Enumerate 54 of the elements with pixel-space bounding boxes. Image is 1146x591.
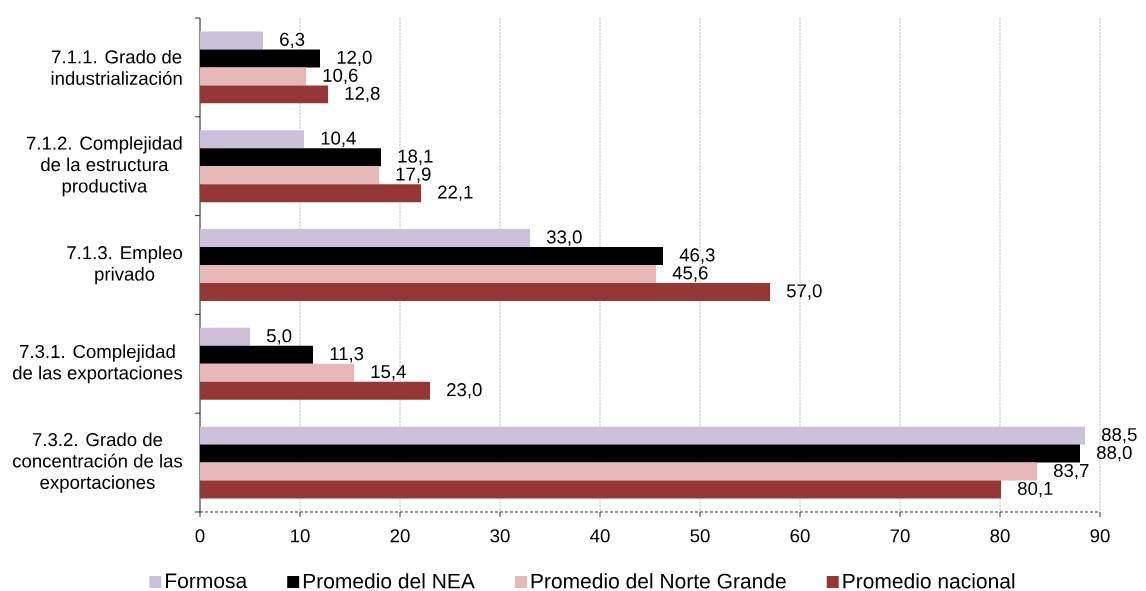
data-label: 17,9 — [396, 167, 431, 183]
data-label: 10,6 — [323, 68, 358, 85]
data-label: 15,4 — [371, 365, 406, 381]
legend-label: Promedio del NEA — [303, 573, 475, 589]
data-label: 88,5 — [1102, 427, 1137, 444]
bar — [200, 381, 431, 400]
legend-label: Formosa — [166, 573, 248, 589]
bar — [200, 327, 251, 346]
legend-label: Promedio del Norte Grande — [531, 573, 786, 589]
y-tick-label: 7.3.2. Grado de concentración de las exportaciones — [12, 432, 183, 493]
y-tick-label: 7.1.2. Complejidad de la estructura productiva — [26, 136, 182, 197]
data-label: 23,0 — [447, 383, 482, 399]
x-tick-label: 80 — [990, 529, 1010, 543]
x-tick-label: 10 — [291, 529, 310, 543]
bar — [200, 130, 305, 149]
data-label: 46,3 — [679, 248, 715, 264]
data-label: 5,0 — [266, 329, 292, 345]
bar — [200, 265, 656, 283]
bar — [200, 480, 1001, 499]
data-label: 80,1 — [1018, 481, 1053, 498]
data-label: 12,0 — [337, 50, 372, 67]
data-label: 6,3 — [280, 32, 305, 49]
data-label: 10,4 — [321, 131, 356, 147]
bar — [200, 363, 355, 382]
y-tick-label: 7.3.1. Complejidad de las exportaciones — [12, 344, 183, 384]
data-label: 83,7 — [1054, 463, 1089, 480]
y-tick-label: 7.1.3. Empleo privado — [67, 245, 183, 285]
x-tick-label: 20 — [390, 529, 410, 543]
bar — [200, 166, 380, 185]
bar — [200, 229, 530, 248]
bar — [200, 85, 329, 104]
data-label: 33,0 — [546, 230, 582, 246]
x-tick-label: 50 — [690, 529, 710, 543]
y-tick-label: 7.1.1. Grado de industrialización — [51, 49, 182, 85]
x-tick-label: 30 — [490, 529, 510, 543]
x-tick-label: 70 — [890, 529, 910, 543]
data-label: 18,1 — [398, 149, 433, 165]
x-tick-label: 60 — [790, 529, 810, 543]
data-label: 12,8 — [345, 86, 380, 103]
data-label: 88,0 — [1097, 445, 1132, 462]
data-label: 22,1 — [438, 185, 473, 201]
data-label: 57,0 — [786, 284, 822, 300]
bar — [200, 184, 422, 203]
bar — [200, 426, 1085, 445]
bar — [200, 282, 770, 301]
bar — [200, 67, 307, 86]
bar — [200, 31, 264, 50]
bar — [200, 462, 1037, 481]
data-label: 11,3 — [330, 347, 364, 363]
x-tick-label: 90 — [1090, 529, 1110, 543]
legend-label: Promedio nacional — [843, 573, 1015, 589]
x-tick-label: 0 — [195, 529, 205, 543]
data-label: 45,6 — [672, 266, 708, 282]
x-tick-label: 40 — [590, 529, 610, 543]
